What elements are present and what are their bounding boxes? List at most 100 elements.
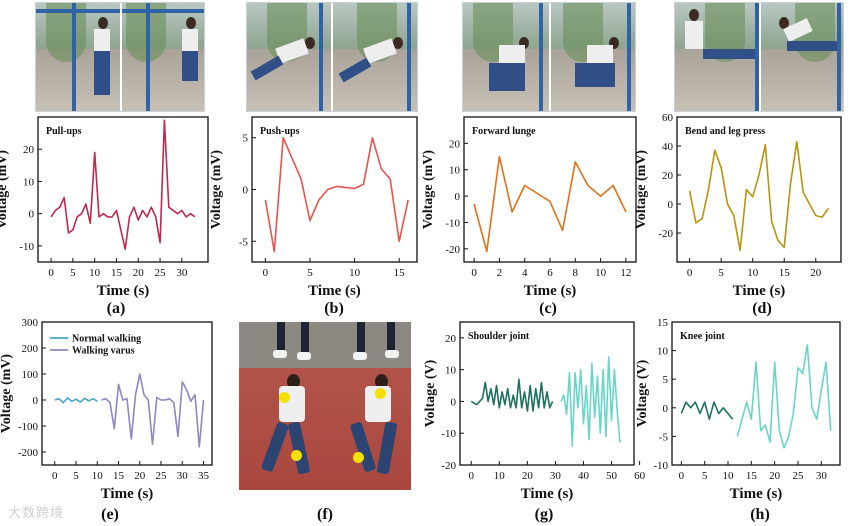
y-tick-label: -20 [441,460,456,472]
legend-label: Normal walking [72,334,141,345]
x-tick-label: 30 [176,267,188,279]
sensor-marker-shoulder-left [279,392,290,403]
x-tick-label: 0 [52,470,58,482]
y-tick-label: 0 [243,185,249,197]
y-tick-label: -20 [658,228,673,240]
x-tick-label: 8 [573,267,579,279]
chart-a-frame [37,116,209,263]
x-tick-label: 5 [307,267,313,279]
y-tick-label: 15 [657,317,669,329]
x-tick-label: 10 [89,267,101,279]
photo-bend-and-leg-press [674,2,844,112]
y-tick-label: 60 [662,112,674,124]
y-tick-label: 200 [22,343,39,355]
y-tick-label: 10 [449,165,461,177]
chart-e-frame [41,321,213,466]
panel-label-e: (e) [101,506,119,523]
panel-label-a: (a) [106,300,126,317]
series-line-walking-varus [101,373,205,448]
series-line-normal-walking [54,397,98,404]
chart-h-frame [671,321,841,466]
y-tick-label: -10 [445,217,460,229]
x-tick-label: 4 [522,267,528,279]
photo-push-ups [246,2,418,112]
y-axis-label: Voltage (V) [635,359,650,427]
panel-label-f: (f) [317,506,333,523]
x-tick-label: 60 [634,470,646,482]
x-tick-label: 40 [578,470,590,482]
x-tick-label: 20 [522,470,534,482]
legend-label: Walking varus [72,346,135,357]
chart-h: 0 5 10 15 20 25 30 -10 -5 0 5 10 15 Time (s) Voltage (… [635,317,841,502]
x-tick-label: 10 [747,267,759,279]
panel-label-h: (h) [750,506,770,523]
x-tick-label: 15 [111,267,123,279]
chart-d: 0 5 10 15 20 -20 0 20 40 60 Time (s) Voltage (mV) Be… [634,112,842,299]
x-tick-label: 10 [92,470,104,482]
chart-title: Pull-ups [46,126,82,137]
series-line-1 [680,401,734,421]
y-tick-label: 300 [22,317,39,329]
chart-a: 0 5 10 15 20 25 30 -10 0 10 20 Time (s) Voltage (mV)… [0,116,209,299]
x-tick-label: 15 [113,470,125,482]
y-tick-label: 10 [23,176,35,188]
series-line-1 [264,136,409,253]
chart-c-frame [463,116,637,263]
x-tick-label: 0 [679,470,685,482]
y-tick-label: 10 [657,346,669,358]
y-tick-label: 0 [663,403,669,415]
photo-running-feet-inset [239,322,411,368]
x-tick-label: 15 [394,267,406,279]
x-tick-label: 0 [468,470,474,482]
x-tick-label: 50 [606,470,618,482]
x-tick-label: 20 [810,267,822,279]
x-tick-label: 10 [349,267,361,279]
x-tick-label: 20 [133,267,145,279]
y-axis-label: Voltage (V) [423,359,438,427]
watermark: 大数跨境 [8,506,65,521]
x-tick-label: 25 [793,470,805,482]
sensor-marker-knee-left [291,450,302,461]
series-line-1 [470,378,554,412]
x-tick-label: 0 [48,267,54,279]
series-line-2 [736,344,832,449]
chart-title: Knee joint [680,331,725,342]
y-tick-label: 100 [22,369,39,381]
chart-title: Forward lunge [472,126,536,137]
sensor-marker-shoulder-right [375,388,386,399]
x-tick-label: 35 [198,470,210,482]
y-tick-label: 20 [662,170,674,182]
x-tick-label: 2 [497,267,503,279]
panel-label-c: (c) [539,300,557,317]
chart-title: Shoulder joint [468,331,530,342]
y-tick-label: 0 [451,396,457,408]
x-tick-label: 20 [134,470,146,482]
chart-c: 0 2 4 6 8 10 12 -20 -10 0 10 20 Time (s) Voltage (mV)… [421,116,637,299]
x-tick-label: 30 [177,470,189,482]
y-tick-label: 5 [663,374,669,386]
y-tick-label: 40 [662,141,674,153]
x-axis-label: Time (s) [733,283,786,299]
y-tick-label: 5 [243,133,249,145]
x-axis-label: Time (s) [308,283,361,299]
y-axis-label: Voltage (mV) [421,150,436,230]
x-tick-label: 0 [687,267,693,279]
y-axis-label: Voltage (mV) [0,150,10,230]
y-tick-label: 0 [33,395,39,407]
y-axis-label: Voltage (mV) [209,150,224,230]
x-tick-label: 10 [723,470,735,482]
x-tick-label: 12 [620,267,631,279]
x-tick-label: 15 [746,470,758,482]
y-axis-label: Voltage (mV) [0,354,14,434]
y-tick-label: 10 [445,365,457,377]
x-tick-label: 0 [471,267,477,279]
y-tick-label: -20 [445,244,460,256]
x-tick-label: 20 [769,470,781,482]
panel-label-d: (d) [752,300,772,317]
y-tick-label: -100 [18,421,39,433]
series-line-1 [50,119,196,250]
y-tick-label: -10 [441,428,456,440]
y-tick-label: 20 [23,144,35,156]
y-tick-label: -10 [19,241,34,253]
photo-running [239,322,411,490]
